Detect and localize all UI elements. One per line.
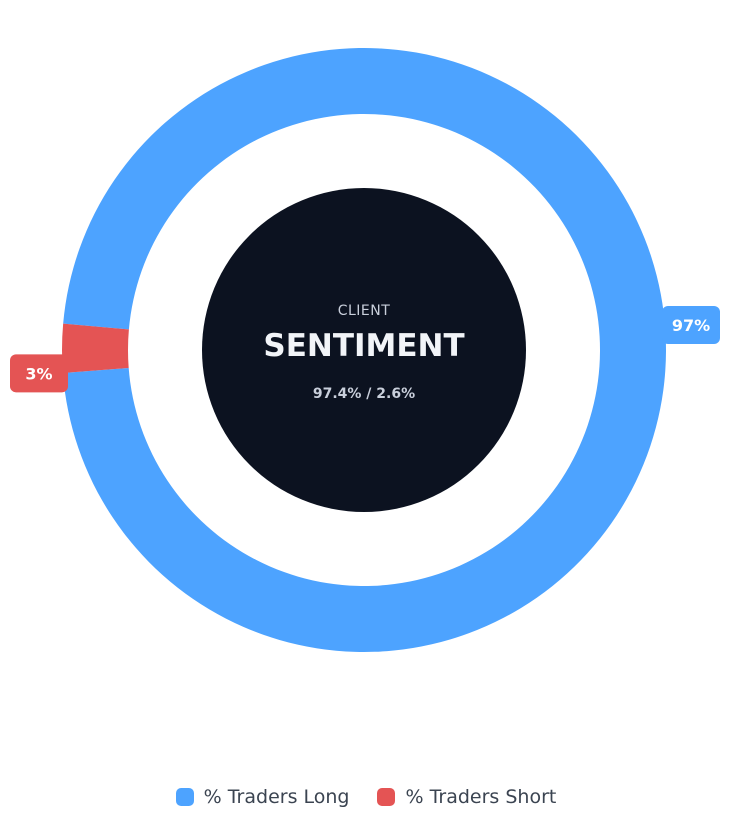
center-subtitle: CLIENT <box>338 303 391 319</box>
center-title: SENTIMENT <box>263 328 464 364</box>
center-values: 97.4% / 2.6% <box>313 386 415 402</box>
legend-swatch-short <box>377 788 396 806</box>
legend-label-short: % Traders Short <box>405 786 557 808</box>
slice-label-1: 3% <box>10 354 69 393</box>
legend-item-long[interactable]: % Traders Long <box>175 786 350 808</box>
labels-layer: 97% 3% <box>10 306 720 393</box>
slice-label-0: 97% <box>662 306 720 344</box>
legend: % Traders Long % Traders Short <box>0 786 732 808</box>
slices-layer <box>62 47 667 653</box>
slice-label-badge-0 <box>662 306 720 344</box>
center-circle <box>202 188 526 512</box>
slice-label-badge-1 <box>10 354 69 393</box>
slice-label-text-1: 3% <box>25 364 52 383</box>
legend-swatch-long <box>175 788 194 806</box>
legend-label-long: % Traders Long <box>203 786 350 808</box>
slice-label-text-0: 97% <box>672 316 710 335</box>
legend-item-short[interactable]: % Traders Short <box>377 786 556 808</box>
slice-1[interactable] <box>62 323 129 373</box>
